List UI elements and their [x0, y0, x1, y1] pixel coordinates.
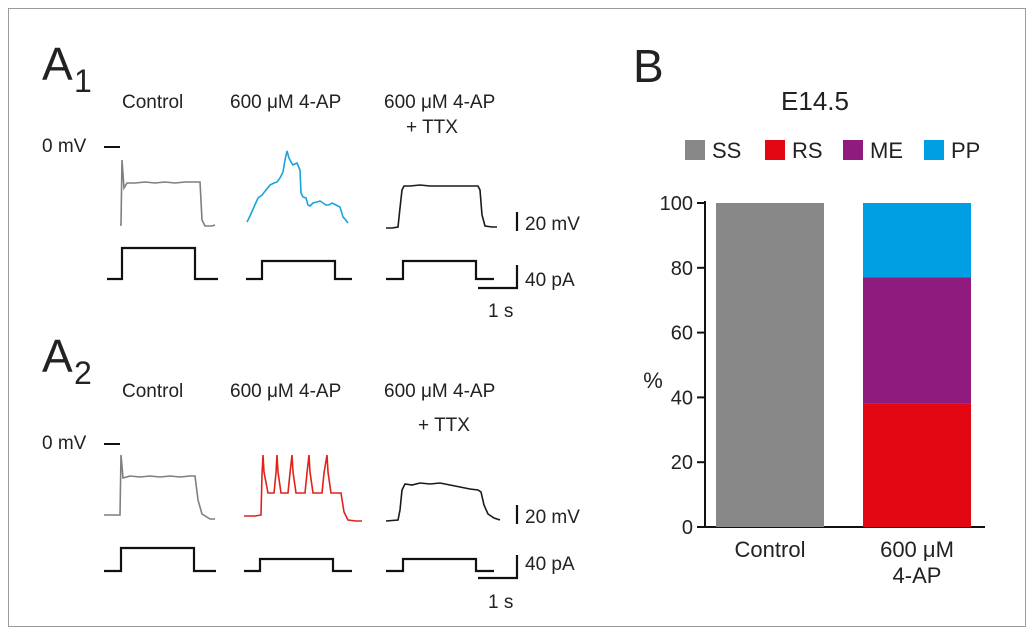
- a1-control-current-step: [107, 246, 218, 281]
- a1-time-scale-label: 1 s: [488, 301, 513, 322]
- y-tick-label: 80: [671, 258, 693, 280]
- a2-4ap-current-step: [244, 557, 352, 573]
- a1-voltage-scale-label: 20 mV: [525, 214, 580, 235]
- legend-label-me: ME: [870, 138, 903, 163]
- legend-swatch-ss: [685, 140, 705, 160]
- a2-voltage-scale-label: 20 mV: [525, 507, 580, 528]
- a2-4ap-voltage-trace: [244, 454, 362, 522]
- a1-current-scale-label: 40 pA: [525, 270, 575, 291]
- chart-title: E14.5: [781, 86, 849, 116]
- a1-zero-mv-label: 0 mV: [42, 136, 87, 157]
- a1-col-control-label: Control: [122, 92, 183, 113]
- panel-a2: A 2 Control 600 μM 4-AP 600 μM 4-AP + TT…: [42, 330, 580, 613]
- y-tick-label: 40: [671, 387, 693, 409]
- a1-control-voltage-trace: [120, 159, 216, 227]
- a2-time-scale-label: 1 s: [488, 592, 513, 613]
- legend-swatch-me: [843, 140, 863, 160]
- y-tick-label: 100: [660, 193, 693, 215]
- panel-a2-subscript: 2: [74, 355, 92, 391]
- a2-zero-mv-label: 0 mV: [42, 433, 87, 454]
- legend-label-ss: SS: [712, 138, 741, 163]
- figure-border: [8, 8, 1026, 627]
- bar-segment-ss: [716, 203, 824, 527]
- a2-current-scale-label: 40 pA: [525, 554, 575, 575]
- a1-ttx-voltage-trace: [386, 184, 497, 229]
- a2-ttx-current-step: [386, 557, 494, 573]
- chart-bars: [716, 203, 971, 527]
- a2-col-ttx-line2: + TTX: [418, 415, 470, 436]
- a1-col-ttx-line2: + TTX: [406, 117, 458, 138]
- x-tick-label: Control: [735, 537, 806, 562]
- y-axis-label: %: [643, 368, 663, 393]
- panel-b: B E14.5 SS RS ME PP 0 20 40 60 80 100 Control 600 …: [633, 40, 985, 588]
- a1-4ap-current-step: [246, 259, 352, 281]
- panel-a1-subscript: 1: [74, 63, 92, 99]
- bar-segment-rs: [863, 403, 971, 527]
- legend-label-pp: PP: [951, 138, 980, 163]
- y-tick-label: 20: [671, 452, 693, 474]
- bar-segment-me: [863, 277, 971, 404]
- x-tick-label: 4-AP: [893, 563, 942, 588]
- y-tick-label: 0: [682, 517, 693, 539]
- a1-col-4ap-label: 600 μM 4-AP: [230, 92, 341, 113]
- a2-control-voltage-trace: [104, 454, 215, 520]
- a1-ttx-current-step: [386, 259, 494, 281]
- legend-swatch-rs: [765, 140, 785, 160]
- panel-b-letter: B: [633, 40, 664, 92]
- panel-a2-letter: A: [42, 330, 73, 382]
- a2-col-control-label: Control: [122, 381, 183, 402]
- bar-segment-pp: [863, 203, 971, 278]
- a2-col-4ap-label: 600 μM 4-AP: [230, 381, 341, 402]
- a2-time-current-scale-bar: [478, 555, 519, 580]
- x-tick-label: 600 μM: [880, 537, 954, 562]
- a2-col-4ap-ttx-label: 600 μM 4-AP: [384, 381, 495, 402]
- a2-control-current-step: [104, 546, 216, 573]
- legend-label-rs: RS: [792, 138, 823, 163]
- chart-legend: SS RS ME PP: [685, 138, 980, 163]
- a1-time-current-scale-bar: [478, 265, 519, 290]
- a1-4ap-voltage-trace: [246, 150, 349, 224]
- chart-axes: 0 20 40 60 80 100 Control 600 μM4-AP: [660, 193, 985, 588]
- panel-a1-letter: A: [42, 38, 73, 90]
- legend-swatch-pp: [924, 140, 944, 160]
- panel-a1: A 1 Control 600 μM 4-AP 600 μM 4-AP + TT…: [42, 38, 580, 322]
- a2-ttx-voltage-trace: [385, 482, 501, 522]
- y-tick-label: 60: [671, 323, 693, 345]
- a1-col-4ap-ttx-label: 600 μM 4-AP: [384, 92, 495, 113]
